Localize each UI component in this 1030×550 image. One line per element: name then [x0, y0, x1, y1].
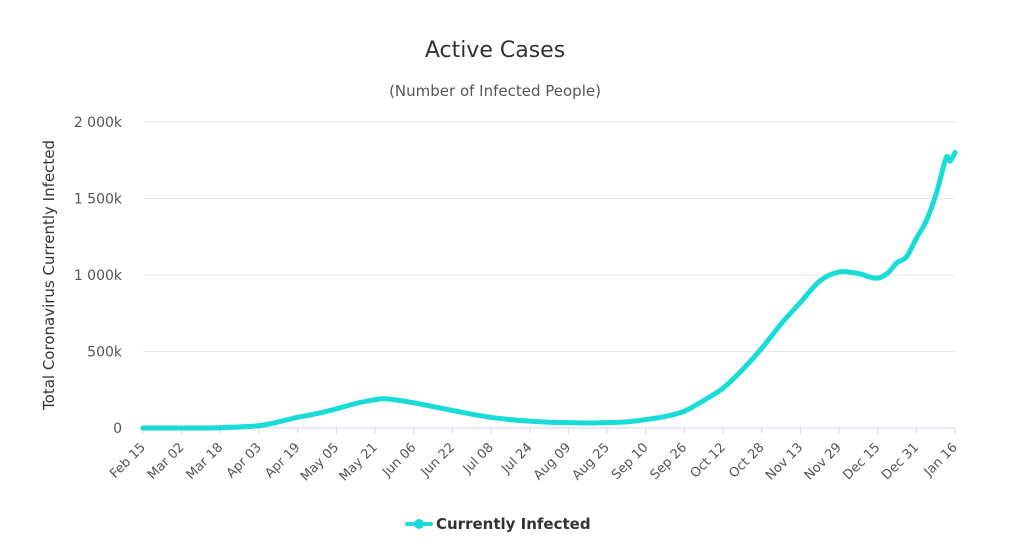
legend-swatch-marker	[414, 519, 424, 529]
data-point[interactable]	[384, 396, 390, 402]
x-tick-label: Apr 03	[224, 440, 265, 481]
data-point[interactable]	[913, 235, 919, 241]
x-tick-label: Jun 06	[379, 440, 419, 480]
data-point[interactable]	[875, 275, 881, 281]
data-point[interactable]	[372, 397, 378, 403]
data-point[interactable]	[904, 254, 910, 260]
data-point[interactable]	[817, 278, 823, 284]
data-point[interactable]	[884, 271, 890, 276]
data-point[interactable]	[430, 404, 436, 410]
series-layer	[140, 150, 958, 431]
data-point[interactable]	[643, 417, 649, 423]
y-tick-label: 2 000k	[74, 115, 123, 131]
data-point[interactable]	[923, 218, 929, 224]
x-tick-label: Sep 10	[609, 440, 652, 483]
x-tick-label: Dec 15	[840, 440, 883, 483]
y-tick-label: 1 500k	[74, 192, 123, 208]
grid-lines	[143, 121, 955, 429]
x-tick-label: Nov 29	[802, 440, 845, 483]
x-tick-label: Oct 28	[726, 440, 767, 481]
x-tick-label: Dec 31	[879, 440, 922, 483]
data-point[interactable]	[933, 192, 939, 198]
data-point[interactable]	[855, 271, 861, 276]
data-point[interactable]	[179, 425, 185, 431]
data-point[interactable]	[449, 407, 455, 413]
y-axis-ticks: 0 500k 1 000k 1 500k 2 000k	[74, 115, 123, 437]
data-point[interactable]	[275, 419, 281, 425]
data-point[interactable]	[333, 406, 339, 412]
data-point[interactable]	[604, 420, 610, 426]
data-point[interactable]	[411, 400, 417, 406]
data-point[interactable]	[952, 150, 958, 156]
data-point[interactable]	[836, 269, 842, 275]
x-tick-label: Sep 26	[648, 440, 691, 483]
x-tick-label: May 21	[337, 440, 381, 484]
data-point[interactable]	[527, 418, 533, 424]
data-point[interactable]	[469, 411, 475, 417]
data-point[interactable]	[217, 425, 223, 431]
data-point[interactable]	[865, 274, 871, 279]
series-line-currently-infected[interactable]	[140, 150, 958, 431]
data-point[interactable]	[720, 385, 726, 391]
data-point[interactable]	[507, 417, 513, 423]
x-tick-label: Aug 09	[531, 440, 574, 483]
data-point[interactable]	[565, 420, 571, 426]
chart-subtitle: (Number of Infected People)	[389, 82, 601, 100]
data-point[interactable]	[681, 408, 687, 414]
data-point[interactable]	[256, 423, 262, 429]
data-point[interactable]	[488, 414, 494, 420]
x-tick-label: Aug 25	[570, 440, 613, 483]
data-point[interactable]	[623, 419, 629, 425]
chart-title: Active Cases	[425, 38, 565, 63]
data-point[interactable]	[739, 367, 745, 373]
data-point[interactable]	[778, 321, 784, 327]
data-point[interactable]	[353, 401, 359, 406]
x-tick-label: Apr 19	[262, 440, 303, 481]
x-tick-label: Jan 16	[921, 440, 961, 480]
y-tick-label: 0	[113, 421, 122, 437]
data-point[interactable]	[945, 154, 951, 160]
data-point[interactable]	[797, 300, 803, 305]
x-tick-label: Mar 18	[184, 440, 227, 483]
x-tick-label: Nov 13	[763, 440, 806, 483]
data-point[interactable]	[947, 158, 953, 164]
y-tick-label: 1 000k	[74, 268, 123, 284]
x-tick-label: May 05	[298, 440, 342, 484]
x-tick-label: Mar 02	[145, 440, 188, 483]
data-point[interactable]	[295, 414, 301, 420]
data-point[interactable]	[894, 260, 900, 266]
data-point[interactable]	[701, 398, 707, 403]
legend-item-currently-infected[interactable]: Currently Infected	[436, 515, 591, 533]
x-tick-label: Jun 22	[418, 440, 458, 480]
data-point[interactable]	[140, 425, 146, 431]
x-tick-label: Jul 08	[460, 440, 497, 477]
x-tick-label: Oct 12	[688, 440, 729, 481]
y-tick-label: 500k	[87, 345, 123, 361]
x-tick-label: Jul 24	[498, 440, 535, 477]
y-axis-label: Total Coronavirus Currently Infected	[40, 140, 58, 411]
data-point[interactable]	[662, 414, 668, 419]
x-tick-label: Feb 15	[107, 440, 149, 482]
data-point[interactable]	[314, 411, 320, 416]
data-point[interactable]	[585, 420, 591, 426]
data-point[interactable]	[759, 345, 765, 351]
data-point[interactable]	[546, 419, 552, 425]
legend[interactable]: Currently Infected	[405, 515, 591, 533]
